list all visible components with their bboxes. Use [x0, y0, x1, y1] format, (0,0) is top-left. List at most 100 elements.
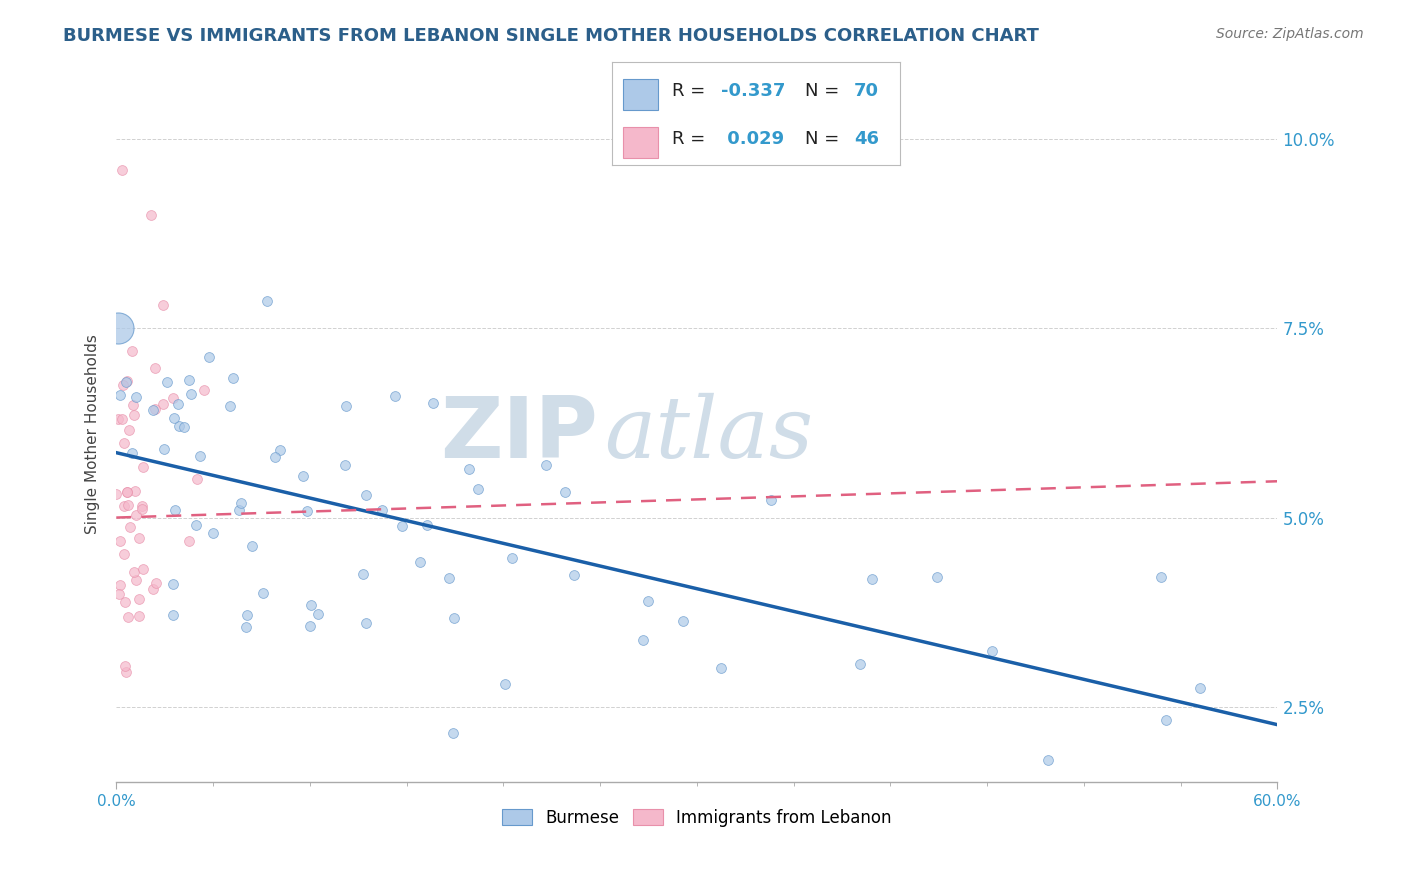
Point [219, 399, 242, 413]
Text: R =: R = [672, 82, 711, 100]
Point [143, 360, 166, 375]
Point [222, 371, 245, 385]
Point [193, 383, 215, 397]
Point [179, 534, 201, 549]
Point [371, 503, 394, 517]
FancyBboxPatch shape [623, 127, 658, 158]
Point [105, 487, 128, 501]
Text: 70: 70 [853, 82, 879, 100]
Point [631, 633, 654, 648]
Point [163, 503, 186, 517]
Point [236, 607, 259, 622]
Point [180, 386, 202, 401]
Point [114, 659, 136, 673]
Point [125, 390, 148, 404]
Text: R =: R = [672, 130, 711, 148]
Point [112, 499, 135, 513]
Text: N =: N = [804, 82, 845, 100]
Point [124, 408, 146, 422]
Point [352, 566, 374, 581]
Point [1150, 569, 1173, 583]
Point [862, 572, 884, 586]
Point [128, 609, 150, 624]
Point [163, 410, 186, 425]
Point [554, 485, 576, 500]
Point [177, 373, 200, 387]
Point [108, 587, 131, 601]
Point [231, 496, 253, 510]
Text: N =: N = [804, 130, 845, 148]
Point [457, 462, 479, 476]
Point [111, 162, 134, 177]
FancyBboxPatch shape [623, 78, 658, 110]
Point [240, 539, 263, 553]
Point [153, 442, 176, 456]
Point [125, 508, 148, 522]
Point [1188, 681, 1211, 695]
Point [115, 665, 138, 679]
Point [152, 298, 174, 312]
Point [131, 499, 153, 513]
Point [120, 520, 142, 534]
Point [162, 391, 184, 405]
Point [142, 403, 165, 417]
Text: BURMESE VS IMMIGRANTS FROM LEBANON SINGLE MOTHER HOUSEHOLDS CORRELATION CHART: BURMESE VS IMMIGRANTS FROM LEBANON SINGL… [63, 27, 1039, 45]
Point [437, 571, 460, 585]
Text: -0.337: -0.337 [721, 82, 786, 100]
Point [501, 551, 523, 566]
Point [252, 586, 274, 600]
Text: 0.029: 0.029 [721, 130, 785, 148]
Point [335, 399, 357, 413]
Point [307, 607, 329, 621]
Point [759, 493, 782, 508]
Point [114, 376, 136, 390]
Point [156, 375, 179, 389]
Point [981, 644, 1004, 658]
Point [132, 460, 155, 475]
Point [112, 547, 135, 561]
Point [409, 555, 432, 569]
Point [128, 531, 150, 545]
Point [112, 436, 135, 450]
Point [110, 388, 132, 402]
Point [198, 350, 221, 364]
Point [422, 396, 444, 410]
Point [107, 412, 129, 426]
Point [124, 565, 146, 579]
Point [125, 573, 148, 587]
Point [256, 294, 278, 309]
Point [145, 575, 167, 590]
Point [201, 526, 224, 541]
Point [441, 726, 464, 740]
Point [139, 208, 162, 222]
Point [167, 418, 190, 433]
Point [122, 398, 145, 412]
Point [228, 503, 250, 517]
Point [391, 519, 413, 533]
Point [118, 423, 141, 437]
Y-axis label: Single Mother Households: Single Mother Households [86, 334, 100, 534]
Point [637, 593, 659, 607]
Point [167, 397, 190, 411]
Point [235, 620, 257, 634]
Point [849, 657, 872, 672]
Point [121, 344, 143, 359]
Point [269, 443, 291, 458]
Point [186, 472, 208, 486]
Point [141, 582, 163, 596]
Point [534, 458, 557, 472]
Point [162, 607, 184, 622]
Legend: Burmese, Immigrants from Lebanon: Burmese, Immigrants from Lebanon [495, 802, 898, 833]
Point [128, 592, 150, 607]
Point [264, 450, 287, 464]
Point [335, 458, 357, 472]
Point [354, 615, 377, 630]
Point [111, 412, 134, 426]
Point [114, 595, 136, 609]
Point [110, 578, 132, 592]
Point [124, 484, 146, 499]
Text: atlas: atlas [605, 393, 813, 475]
Point [416, 518, 439, 533]
Point [299, 619, 322, 633]
Point [152, 397, 174, 411]
